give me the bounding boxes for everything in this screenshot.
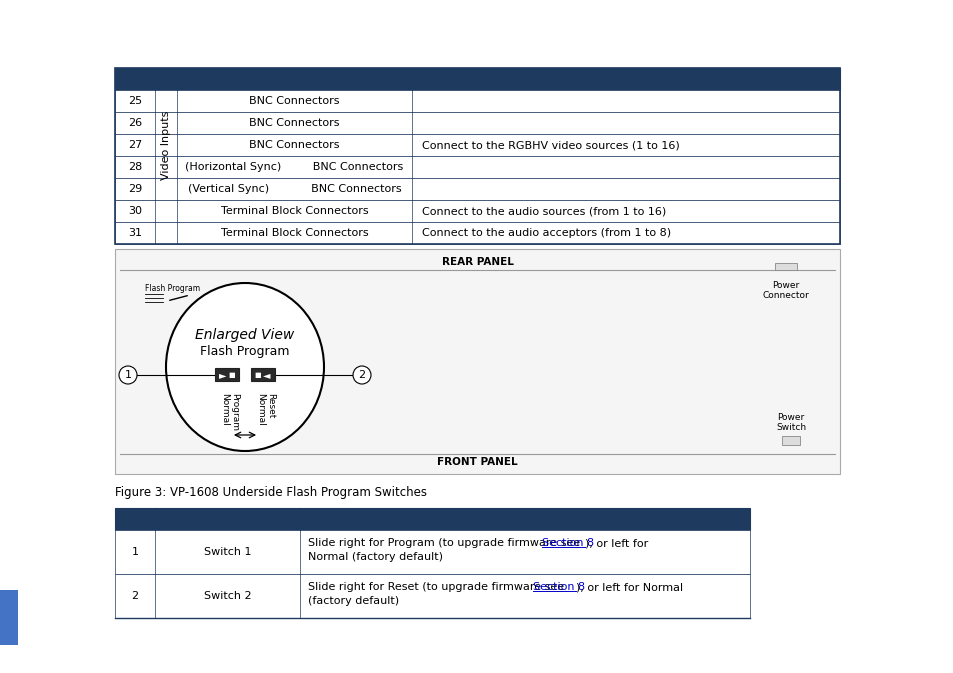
- Text: 1: 1: [125, 370, 132, 380]
- Text: Slide right for Reset (to upgrade firmware see: Slide right for Reset (to upgrade firmwa…: [308, 582, 567, 592]
- Text: Switch 2: Switch 2: [204, 591, 251, 601]
- Circle shape: [353, 366, 371, 384]
- Text: Connect to the audio acceptors (from 1 to 8): Connect to the audio acceptors (from 1 t…: [421, 228, 670, 238]
- Text: ◄: ◄: [263, 370, 271, 380]
- Text: Enlarged View: Enlarged View: [195, 328, 294, 342]
- Ellipse shape: [166, 283, 324, 451]
- Text: ►: ►: [219, 370, 227, 380]
- Text: 26: 26: [128, 118, 142, 128]
- Text: Section 8: Section 8: [541, 538, 594, 548]
- Text: (Vertical Sync)            BNC Connectors: (Vertical Sync) BNC Connectors: [188, 184, 401, 194]
- Text: Program: Program: [230, 393, 239, 431]
- Text: FRONT PANEL: FRONT PANEL: [436, 457, 517, 467]
- Bar: [115, 200, 840, 222]
- Bar: [781, 436, 800, 445]
- Text: Switch 1: Switch 1: [204, 547, 251, 557]
- Bar: [0, 590, 18, 645]
- Text: Flash Program: Flash Program: [200, 345, 290, 357]
- Text: Normal: Normal: [255, 393, 265, 426]
- Text: Figure 3: VP-1608 Underside Flash Program Switches: Figure 3: VP-1608 Underside Flash Progra…: [115, 486, 427, 499]
- Bar: [115, 156, 840, 178]
- Text: (factory default): (factory default): [308, 596, 398, 606]
- Text: ■: ■: [254, 372, 261, 378]
- Bar: [115, 178, 840, 200]
- Text: BNC Connectors: BNC Connectors: [249, 140, 339, 150]
- Text: 1: 1: [132, 547, 138, 557]
- Text: Connect to the RGBHV video sources (1 to 16): Connect to the RGBHV video sources (1 to…: [421, 140, 679, 150]
- Text: Normal (factory default): Normal (factory default): [308, 552, 442, 562]
- Text: Section 8: Section 8: [532, 582, 584, 592]
- Bar: [115, 249, 840, 474]
- Bar: [214, 368, 239, 381]
- Text: Reset: Reset: [266, 393, 274, 419]
- Text: 31: 31: [128, 228, 142, 238]
- Text: Connect to the audio sources (from 1 to 16): Connect to the audio sources (from 1 to …: [421, 206, 665, 216]
- Text: 25: 25: [128, 96, 142, 106]
- Bar: [251, 368, 274, 381]
- Circle shape: [119, 366, 137, 384]
- Text: 28: 28: [128, 162, 142, 172]
- Text: Slide right for Program (to upgrade firmware see: Slide right for Program (to upgrade firm…: [308, 538, 583, 548]
- Bar: [115, 508, 749, 530]
- Text: REAR PANEL: REAR PANEL: [441, 257, 513, 267]
- Bar: [115, 222, 840, 244]
- Text: ), or left for: ), or left for: [584, 538, 648, 548]
- Bar: [115, 68, 840, 90]
- Text: 29: 29: [128, 184, 142, 194]
- Text: BNC Connectors: BNC Connectors: [249, 118, 339, 128]
- Bar: [115, 90, 840, 112]
- Text: Power
Switch: Power Switch: [775, 413, 805, 432]
- Text: Terminal Block Connectors: Terminal Block Connectors: [220, 206, 368, 216]
- Bar: [115, 134, 840, 156]
- Text: ), or left for Normal: ), or left for Normal: [575, 582, 682, 592]
- Bar: [774, 263, 796, 270]
- Text: BNC Connectors: BNC Connectors: [249, 96, 339, 106]
- Bar: [115, 68, 840, 244]
- Bar: [115, 112, 840, 134]
- Text: Terminal Block Connectors: Terminal Block Connectors: [220, 228, 368, 238]
- Text: Flash Program: Flash Program: [145, 284, 200, 293]
- Text: (Horizontal Sync)         BNC Connectors: (Horizontal Sync) BNC Connectors: [185, 162, 403, 172]
- Text: Video Inputs: Video Inputs: [161, 110, 171, 180]
- Text: 2: 2: [358, 370, 365, 380]
- Text: Power
Connector: Power Connector: [761, 281, 808, 300]
- Text: 2: 2: [132, 591, 138, 601]
- Bar: [115, 530, 749, 574]
- Text: 30: 30: [128, 206, 142, 216]
- Text: ■: ■: [229, 372, 235, 378]
- Bar: [115, 574, 749, 618]
- Text: 27: 27: [128, 140, 142, 150]
- Text: Normal: Normal: [220, 393, 229, 426]
